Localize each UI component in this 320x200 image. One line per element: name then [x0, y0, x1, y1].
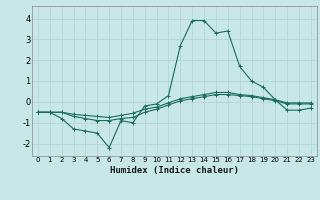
X-axis label: Humidex (Indice chaleur): Humidex (Indice chaleur)	[110, 166, 239, 175]
